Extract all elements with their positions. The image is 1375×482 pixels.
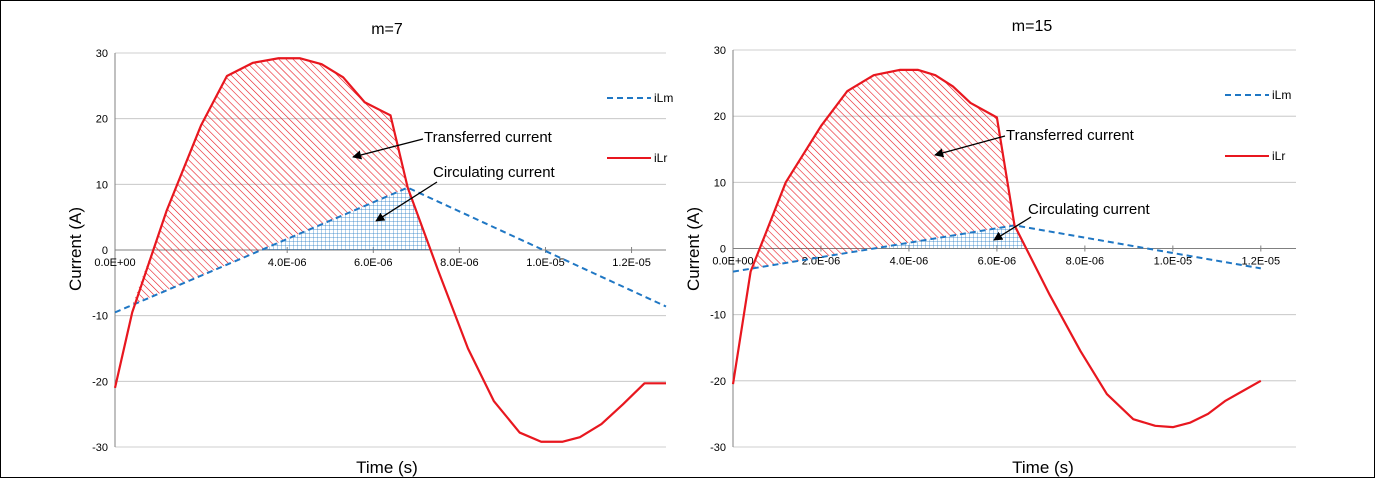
y-tick-label: 20 [714, 111, 726, 123]
legend-label-iLm: iLm [1272, 88, 1291, 102]
annotation-arrow-circulating [375, 181, 438, 222]
x-tick-label: 6.0E-06 [978, 256, 1017, 268]
x-tick-label: 8.0E-06 [1066, 256, 1105, 268]
y-tick-label: 0 [720, 244, 726, 256]
y-tick-label: 30 [96, 48, 108, 60]
y-tick-label: 30 [714, 45, 726, 57]
x-axis-title: Time (s) [356, 458, 418, 477]
x-tick-label: 0.0E+00 [712, 256, 753, 268]
y-tick-label: -10 [710, 310, 726, 322]
x-axis-title: Time (s) [1012, 458, 1074, 477]
y-tick-label: 10 [714, 177, 726, 189]
y-tick-label: -20 [710, 376, 726, 388]
chart-title: m=7 [371, 21, 403, 38]
y-tick-label: 10 [96, 179, 108, 191]
chart-title: m=15 [1012, 18, 1053, 35]
x-tick-label: 1.0E-05 [1154, 256, 1193, 268]
y-tick-label: 20 [96, 114, 108, 126]
x-tick-label: 1.2E-05 [1242, 256, 1281, 268]
annotation-arrow-transferred [352, 138, 424, 160]
x-tick-label: 4.0E-06 [268, 257, 307, 269]
x-tick-label: 8.0E-06 [440, 257, 479, 269]
annotation-arrow-transferred [934, 135, 1006, 158]
x-tick-label: 6.0E-06 [354, 257, 393, 269]
legend-label-iLr: iLr [654, 151, 667, 165]
x-tick-label: 0.0E+00 [94, 257, 135, 269]
annotation-arrow-circulating [993, 216, 1032, 241]
y-tick-label: -30 [710, 442, 726, 454]
chart-panel-m7: 30 20 10 0 -10 -20 -30 0.0E+00 4.0E-06 6.0E-06 8.0… [92, 48, 673, 454]
annotation-transferred-current: Transferred current [1006, 127, 1135, 144]
annotation-circulating-current: Circulating current [1028, 201, 1151, 218]
y-tick-label: -10 [92, 311, 108, 323]
y-tick-label: -20 [92, 376, 108, 388]
y-axis-title: Current (A) [684, 207, 703, 291]
annotation-transferred-current: Transferred current [424, 129, 553, 146]
legend-label-iLr: iLr [1272, 149, 1285, 163]
transferred-current-region [733, 69, 1015, 272]
y-axis-title: Current (A) [66, 207, 85, 291]
series-line-iLr [731, 68, 1262, 429]
x-tick-label: 1.2E-05 [612, 257, 651, 269]
x-tick-label: 4.0E-06 [890, 256, 929, 268]
y-tick-label: -30 [92, 442, 108, 454]
y-tick-label: 0 [102, 245, 108, 257]
legend-label-iLm: iLm [654, 91, 673, 105]
series-line-iLr [113, 57, 666, 443]
x-tick-label: 1.0E-05 [526, 257, 565, 269]
transferred-current-region [115, 58, 408, 313]
circulating-current-region [261, 187, 431, 250]
annotation-circulating-current: Circulating current [433, 164, 556, 181]
